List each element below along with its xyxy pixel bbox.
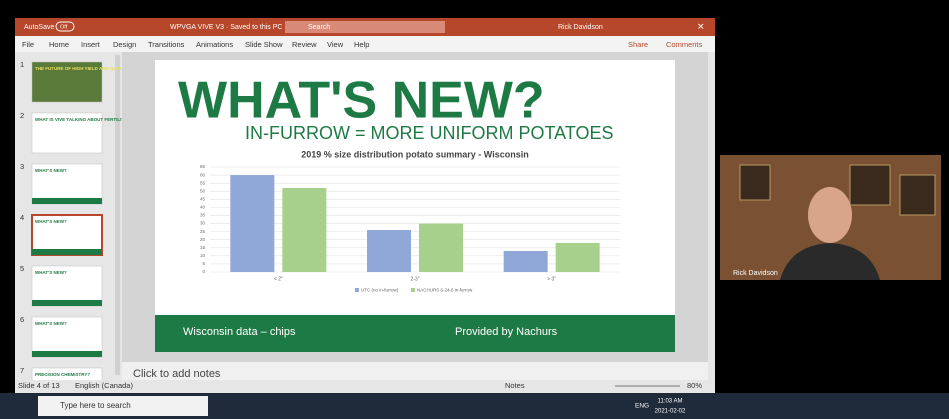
notes-placeholder: Click to add notes	[133, 368, 221, 380]
thumb-number: 6	[20, 315, 24, 324]
status-zoom: 80%	[687, 381, 702, 390]
thumb-footer	[32, 300, 102, 306]
thumb-title: WHAT'S NEW?	[35, 321, 67, 326]
doc-name: WPVGA VIVE V3 · Saved to this PC	[170, 24, 282, 31]
y-tick-label: 35	[200, 213, 206, 218]
slide-subheading: IN-FURROW = MORE UNIFORM POTATOES	[245, 123, 614, 143]
menu-item[interactable]: Home	[49, 40, 69, 49]
taskbar-search-label: Type here to search	[60, 401, 131, 410]
bar	[230, 175, 274, 272]
thumb-number: 1	[20, 60, 24, 69]
close[interactable]: ✕	[697, 21, 705, 31]
menu-item[interactable]: Help	[354, 40, 369, 49]
status-language: English (Canada)	[75, 381, 133, 390]
menu-item[interactable]: Design	[113, 40, 136, 49]
menu-item[interactable]: File	[22, 40, 34, 49]
autosave-state: Off	[60, 24, 68, 30]
scrollbar	[115, 55, 120, 375]
bar	[556, 243, 600, 272]
bar	[367, 230, 411, 272]
footer-left: Wisconsin data – chips	[183, 326, 296, 338]
share[interactable]: Share	[628, 40, 648, 49]
bar	[282, 188, 326, 272]
thumb-number: 2	[20, 111, 24, 120]
thumb-title: THE FUTURE OF HIGH YIELD AND QUALITY	[35, 66, 130, 71]
menu-item[interactable]: View	[327, 40, 344, 49]
frame	[740, 165, 770, 200]
frame	[850, 165, 890, 205]
legend-label: UTC (no in-furrow)	[361, 288, 399, 293]
menu-item[interactable]: Animations	[196, 40, 233, 49]
autosave: AutoSave	[24, 24, 54, 31]
y-tick-label: 15	[200, 245, 206, 250]
bar	[419, 224, 463, 272]
y-tick-label: 65	[200, 164, 206, 169]
search-label: Search	[308, 24, 330, 31]
status-notes[interactable]: Notes	[505, 381, 525, 390]
legend-swatch	[411, 288, 415, 292]
user-name: Rick Davidson	[558, 24, 603, 31]
taskbar-lang: ENG	[635, 403, 649, 410]
menu-item[interactable]: Slide Show	[245, 40, 283, 49]
legend-swatch	[355, 288, 359, 292]
y-tick-label: 20	[200, 237, 206, 242]
comments[interactable]: Comments	[666, 40, 703, 49]
x-tick-label: > 3"	[547, 276, 556, 282]
thumb-number: 5	[20, 264, 24, 273]
thumb-title: WHAT'S NEW?	[35, 270, 67, 275]
y-tick-label: 30	[200, 221, 206, 226]
legend-label: NACHURS 6-24-6 in-furrow	[417, 288, 473, 293]
frame	[900, 175, 935, 215]
taskbar-time: 11:03 AM	[658, 399, 683, 405]
thumb-footer	[32, 249, 102, 255]
taskbar-date: 2021-02-02	[655, 409, 686, 415]
footer-right: Provided by Nachurs	[455, 326, 558, 338]
menu-item[interactable]: Transitions	[148, 40, 185, 49]
x-tick-label: < 2"	[274, 276, 283, 282]
slide-heading: WHAT'S NEW?	[178, 72, 545, 130]
thumb-footer	[32, 351, 102, 357]
screen: AutoSave Off WPVGA VIVE V3 · Saved to th…	[0, 0, 949, 419]
thumb-title: WHAT IS VIVE TALKING ABOUT FERTILITY?	[35, 117, 130, 122]
thumb-number: 3	[20, 162, 24, 171]
y-tick-label: 60	[200, 172, 206, 177]
menu-item[interactable]: Insert	[81, 40, 101, 49]
y-tick-label: 40	[200, 205, 206, 210]
bar	[504, 251, 548, 272]
y-tick-label: 45	[200, 196, 206, 201]
chart-title: 2019 % size distribution potato summary …	[301, 149, 528, 159]
y-tick-label: 55	[200, 180, 206, 185]
face	[808, 187, 852, 243]
status-slide: Slide 4 of 13	[18, 381, 60, 390]
y-tick-label: 50	[200, 188, 206, 193]
thumb-footer	[32, 198, 102, 204]
thumb-title: WHAT'S NEW?	[35, 168, 67, 173]
thumb-title: WHAT'S NEW?	[35, 219, 67, 224]
webcam-name: Rick Davidson	[733, 270, 778, 277]
thumb-number: 4	[20, 213, 24, 222]
thumb-number: 7	[20, 366, 24, 375]
menu-item[interactable]: Review	[292, 40, 317, 49]
x-tick-label: 2-3"	[410, 276, 419, 282]
thumb-title: PRECISION CHEMISTRY?	[35, 372, 90, 377]
y-tick-label: 25	[200, 229, 206, 234]
y-tick-label: 10	[200, 253, 206, 258]
